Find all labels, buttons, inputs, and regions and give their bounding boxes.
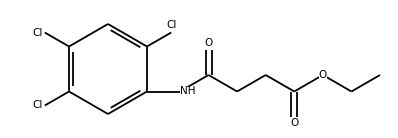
Text: Cl: Cl (166, 21, 176, 30)
Text: O: O (290, 119, 298, 128)
Text: Cl: Cl (32, 27, 43, 38)
Text: NH: NH (180, 87, 195, 96)
Text: Cl: Cl (32, 100, 43, 111)
Text: O: O (205, 38, 213, 48)
Text: O: O (319, 70, 327, 80)
